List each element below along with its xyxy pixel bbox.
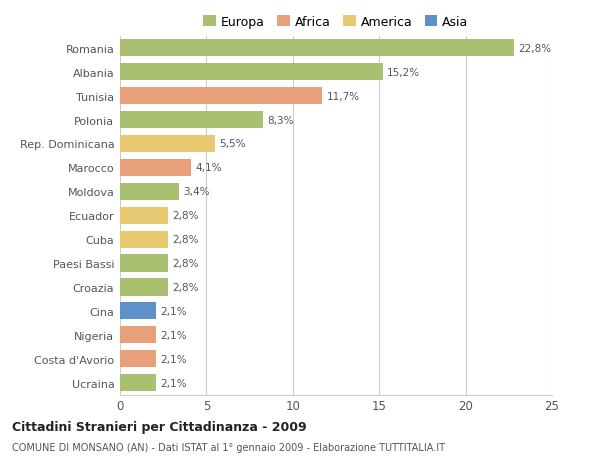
Bar (120, 231, 169, 248)
Bar (120, 159, 191, 177)
Text: 4,1%: 4,1% (195, 163, 221, 173)
Bar (120, 374, 156, 392)
Bar (120, 255, 169, 272)
Bar (120, 279, 169, 296)
Text: 2,8%: 2,8% (173, 235, 199, 245)
Text: 2,8%: 2,8% (173, 282, 199, 292)
Bar (120, 302, 156, 320)
Text: COMUNE DI MONSANO (AN) - Dati ISTAT al 1° gennaio 2009 - Elaborazione TUTTITALIA: COMUNE DI MONSANO (AN) - Dati ISTAT al 1… (12, 442, 445, 452)
Legend: Europa, Africa, America, Asia: Europa, Africa, America, Asia (199, 11, 473, 34)
Bar (120, 40, 514, 57)
Bar (120, 64, 383, 81)
Bar (120, 326, 156, 344)
Text: 22,8%: 22,8% (518, 44, 551, 54)
Text: 11,7%: 11,7% (326, 91, 359, 101)
Bar (120, 183, 179, 201)
Bar (120, 88, 322, 105)
Text: 2,1%: 2,1% (161, 306, 187, 316)
Text: Cittadini Stranieri per Cittadinanza - 2009: Cittadini Stranieri per Cittadinanza - 2… (12, 420, 307, 433)
Text: 2,1%: 2,1% (161, 330, 187, 340)
Text: 5,5%: 5,5% (220, 139, 246, 149)
Bar (120, 112, 263, 129)
Text: 3,4%: 3,4% (183, 187, 209, 197)
Text: 2,8%: 2,8% (173, 258, 199, 269)
Text: 2,8%: 2,8% (173, 211, 199, 221)
Text: 2,1%: 2,1% (161, 378, 187, 388)
Bar (120, 207, 169, 224)
Text: 8,3%: 8,3% (268, 115, 294, 125)
Bar (120, 135, 215, 153)
Text: 2,1%: 2,1% (161, 354, 187, 364)
Bar (120, 350, 156, 368)
Text: 15,2%: 15,2% (387, 67, 420, 78)
